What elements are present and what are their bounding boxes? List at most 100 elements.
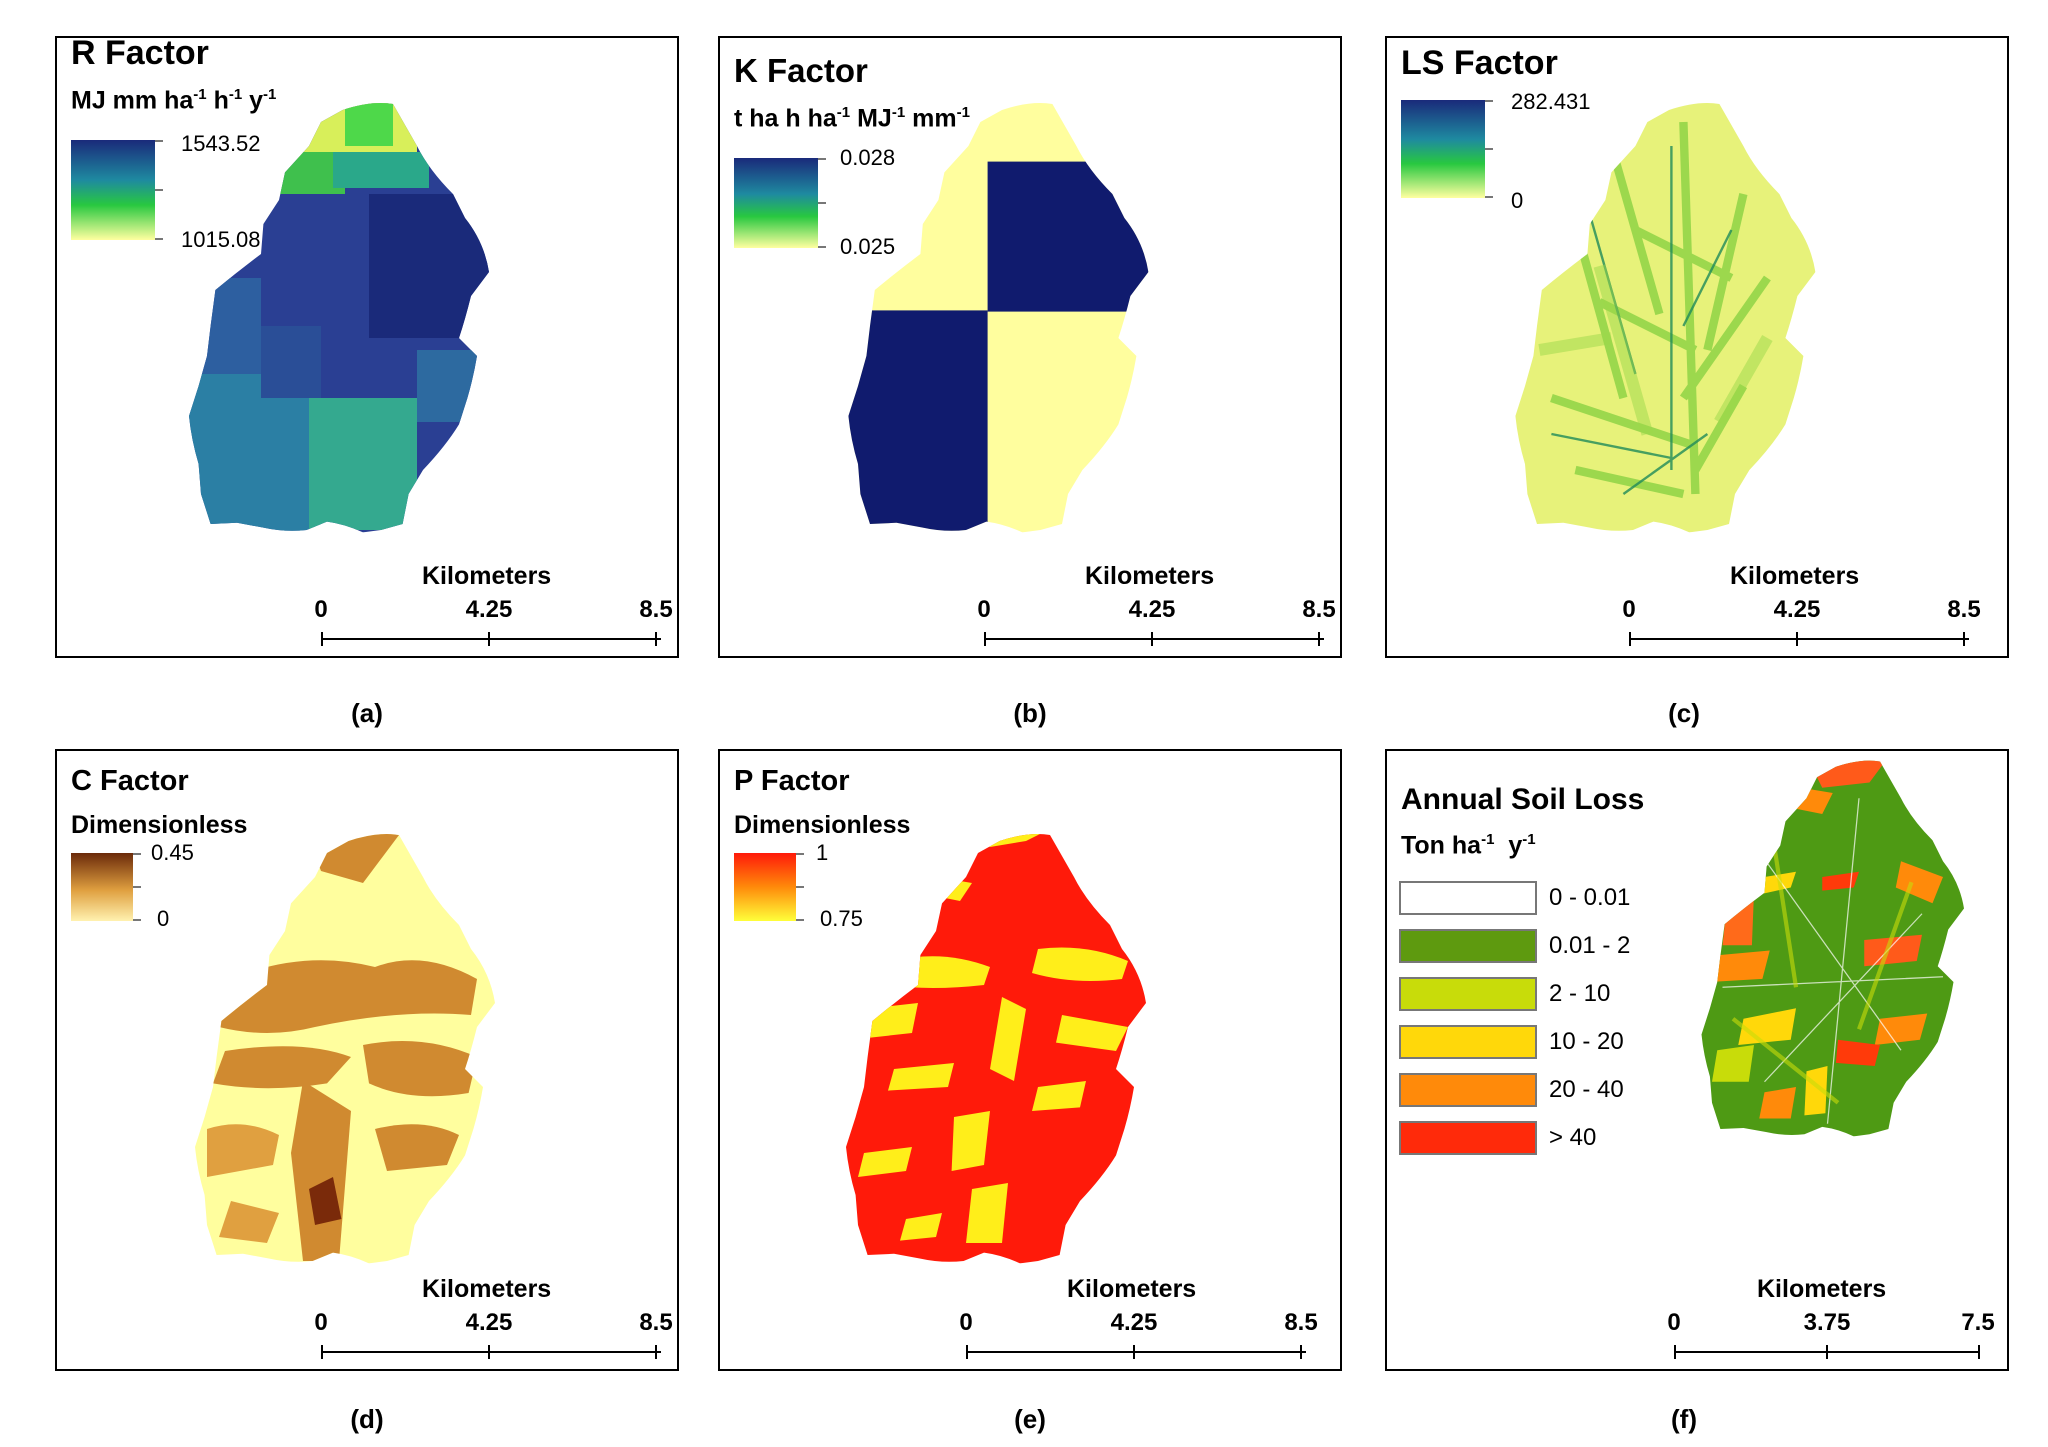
soil-loss-map [1701,760,1964,1137]
caption-f: (f) [1671,1404,1697,1434]
caption-a: (a) [351,698,383,728]
unit-label: Ton ha-1 y-1 [1401,831,1536,860]
color-ramp [1401,100,1485,198]
unit-label: MJ mm ha-1 h-1 y-1 [71,86,277,115]
ramp-tick [133,886,141,888]
scale-max: 8.5 [639,596,673,623]
panel-c-factor: C Factor Dimensionless 0.45 0 Kilometers… [55,749,679,1371]
unit-label: Dimensionless [71,811,248,839]
legend-swatch [1399,1121,1537,1155]
scale-0: 0 [1667,1309,1681,1336]
scale-title: Kilometers [422,562,552,590]
ramp-tick [796,853,804,855]
caption-e: (e) [1014,1404,1046,1434]
scale-max: 7.5 [1961,1309,1995,1336]
panel-annual-soil-loss: Annual Soil Loss Ton ha-1 y-1 0 - 0.01 0.… [1385,749,2009,1371]
legend-class-label: 0 - 0.01 [1549,884,1631,911]
soil-loss-legend: 0 - 0.01 0.01 - 2 2 - 10 10 - 20 20 - 40 > 40 [1387,875,1707,1155]
ramp-tick [818,246,826,248]
legend-class-label: 2 - 10 [1549,980,1611,1007]
scale-mid: 3.75 [1803,1309,1851,1336]
scale-mid: 4.25 [1128,596,1176,623]
scale-0: 0 [959,1309,973,1336]
scale-mid: 4.25 [465,1309,513,1336]
ramp-tick [818,202,826,204]
legend-min: 0.025 [840,234,896,259]
ramp-tick [796,886,804,888]
scale-bar: Kilometers 0 4.25 8.5 [977,562,1336,646]
legend-swatch [1399,1073,1537,1107]
legend-min: 0 [157,906,170,931]
legend-max: 0.45 [151,840,194,865]
scale-max: 8.5 [639,1309,673,1336]
scale-0: 0 [314,596,328,623]
legend-swatch [1399,977,1537,1011]
scale-max: 8.5 [1947,596,1981,623]
legend-class-label: 20 - 40 [1549,1076,1624,1103]
scale-mid: 4.25 [1773,596,1821,623]
caption-b: (b) [1013,698,1047,728]
scale-title: Kilometers [422,1275,552,1303]
legend-class-label: 10 - 20 [1549,1028,1624,1055]
scale-max: 8.5 [1302,596,1336,623]
color-ramp [71,140,155,240]
scale-mid: 4.25 [1110,1309,1158,1336]
legend-class-label: > 40 [1549,1124,1597,1151]
ramp-tick [1485,196,1493,198]
scale-mid: 4.25 [465,596,513,623]
ramp-tick [133,853,141,855]
scale-bar: Kilometers 0 4.25 8.5 [314,562,673,646]
ramp-tick [133,919,141,921]
legend-max: 282.431 [1511,89,1591,114]
unit-label: Dimensionless [734,811,911,839]
panel-k-factor: K Factor t ha h ha-1 MJ-1 mm-1 0.028 0.0… [718,36,1342,658]
legend-swatch [1399,929,1537,963]
legend-class-label: 0.01 - 2 [1549,932,1631,959]
caption-d: (d) [350,1404,384,1434]
legend-max: 0.028 [840,145,896,170]
ls-factor-map [1515,103,1816,533]
r-factor-map [189,103,490,533]
k-factor-map [848,103,1149,533]
scale-bar: Kilometers 0 4.25 8.5 [1622,562,1981,646]
scale-0: 0 [1622,596,1636,623]
c-factor-map [195,834,496,1264]
scale-bar: Kilometers 0 4.25 8.5 [314,1275,673,1359]
color-ramp [734,853,796,921]
scale-max: 8.5 [1284,1309,1318,1336]
unit-label: t ha h ha-1 MJ-1 mm-1 [734,104,970,133]
panel-title: P Factor [734,765,850,797]
legend-max: 1 [816,840,829,865]
scale-title: Kilometers [1757,1275,1887,1303]
ramp-tick [155,140,163,142]
ramp-tick [1485,148,1493,150]
panel-ls-factor: LS Factor 282.431 0 Kilometers 0 4.25 8.… [1385,36,2009,658]
caption-c: (c) [1668,698,1700,728]
scale-0: 0 [314,1309,328,1336]
color-ramp [734,158,818,248]
legend-min: 0 [1511,188,1524,213]
scale-title: Kilometers [1067,1275,1197,1303]
panel-title: K Factor [734,52,868,89]
legend-min: 0.75 [820,906,863,931]
p-factor-map [846,834,1147,1264]
ramp-tick [818,158,826,160]
scale-0: 0 [977,596,991,623]
legend-max: 1543.52 [181,131,261,156]
ramp-tick [155,189,163,191]
scale-bar: Kilometers 0 3.75 7.5 [1667,1275,1995,1359]
panel-p-factor: P Factor Dimensionless 1 0.75 Kilometers… [718,749,1342,1371]
scale-title: Kilometers [1730,562,1860,590]
legend-swatch [1399,1025,1537,1059]
scale-title: Kilometers [1085,562,1215,590]
ramp-tick [796,919,804,921]
panel-title: Annual Soil Loss [1401,783,1645,816]
ramp-tick [155,238,163,240]
panel-title: R Factor [71,36,209,72]
scale-bar: Kilometers 0 4.25 8.5 [959,1275,1318,1359]
legend-swatch [1399,881,1537,915]
color-ramp [71,853,133,921]
legend-min: 1015.08 [181,227,261,252]
panel-title: LS Factor [1401,44,1558,82]
panel-r-factor: R Factor MJ mm ha-1 h-1 y-1 1543.52 1015… [55,36,679,658]
